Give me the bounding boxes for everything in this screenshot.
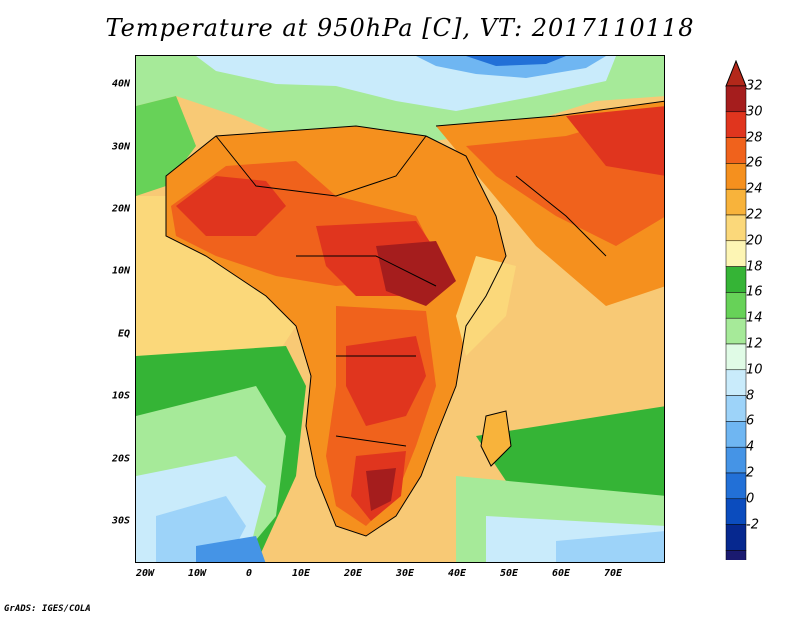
lon-label-10e: 10E — [291, 568, 311, 579]
page-title: Temperature at 950hPa [C], VT: 201711011… — [105, 14, 695, 42]
colorbar-level-label: 20 — [746, 233, 763, 249]
colorbar-level-label: 2 — [746, 465, 755, 481]
colorbar-band — [725, 111, 747, 138]
lon-label-30e: 30E — [395, 568, 415, 579]
colorbar-band — [725, 214, 747, 242]
lat-label-40n: 40N — [111, 78, 130, 90]
colorbar-level-label: 22 — [746, 207, 763, 223]
colorbar-level-label: 12 — [746, 336, 763, 352]
colorbar-band — [725, 524, 747, 551]
colorbar-level-label: 28 — [746, 130, 763, 146]
colorbar-level-label: 18 — [746, 259, 763, 275]
colorbar-level-label: 26 — [746, 155, 763, 171]
lon-label-70e: 70E — [603, 568, 623, 579]
footer-credit: GrADS: IGES/COLA — [4, 604, 91, 614]
colorbar — [725, 60, 747, 560]
colorbar-band — [725, 240, 747, 267]
colorbar-level-label: -2 — [746, 517, 759, 533]
colorbar-band — [725, 163, 747, 190]
colorbar-band — [725, 188, 747, 216]
lon-label-20w: 20W — [135, 568, 155, 579]
colorbar-band — [725, 369, 747, 396]
colorbar-band — [725, 446, 747, 474]
map-svg — [136, 56, 664, 562]
colorbar-level-label: 4 — [746, 439, 755, 455]
lon-label-50e: 50E — [499, 568, 519, 579]
lat-label-20s: 20S — [111, 453, 130, 465]
colorbar-level-label: 14 — [746, 310, 763, 326]
colorbar-level-label: 30 — [746, 104, 763, 120]
colorbar-level-label: 32 — [746, 78, 763, 94]
lon-label-40e: 40E — [447, 568, 467, 579]
lon-label-60e: 60E — [551, 568, 571, 579]
colorbar-level-label: 16 — [746, 284, 763, 300]
colorbar-level-label: 10 — [746, 362, 763, 378]
colorbar-band — [725, 137, 747, 164]
colorbar-band — [725, 343, 747, 371]
colorbar-band — [725, 550, 747, 560]
lat-label-20n: 20N — [111, 203, 130, 215]
lat-label-30s: 30S — [111, 515, 130, 527]
lat-label-eq: EQ — [117, 328, 130, 340]
colorbar-band — [725, 472, 747, 500]
lon-label-10w: 10W — [187, 568, 207, 579]
colorbar-band — [725, 395, 747, 422]
colorbar-band — [725, 421, 747, 448]
colorbar-level-label: 24 — [746, 181, 763, 197]
colorbar-band — [725, 85, 747, 113]
lat-label-10n: 10N — [111, 265, 130, 277]
lon-label-20e: 20E — [343, 568, 363, 579]
colorbar-band — [725, 266, 747, 293]
colorbar-level-label: 0 — [746, 491, 755, 507]
colorbar-band — [725, 498, 747, 525]
lat-label-30n: 30N — [111, 141, 130, 153]
colorbar-level-label: 6 — [746, 413, 755, 429]
colorbar-level-label: 8 — [746, 388, 755, 404]
temperature-map — [135, 55, 665, 563]
lat-label-10s: 10S — [111, 390, 130, 402]
lon-label-0: 0 — [245, 568, 253, 579]
colorbar-band — [725, 292, 747, 319]
colorbar-max-arrow — [725, 60, 747, 87]
colorbar-band — [725, 317, 747, 345]
